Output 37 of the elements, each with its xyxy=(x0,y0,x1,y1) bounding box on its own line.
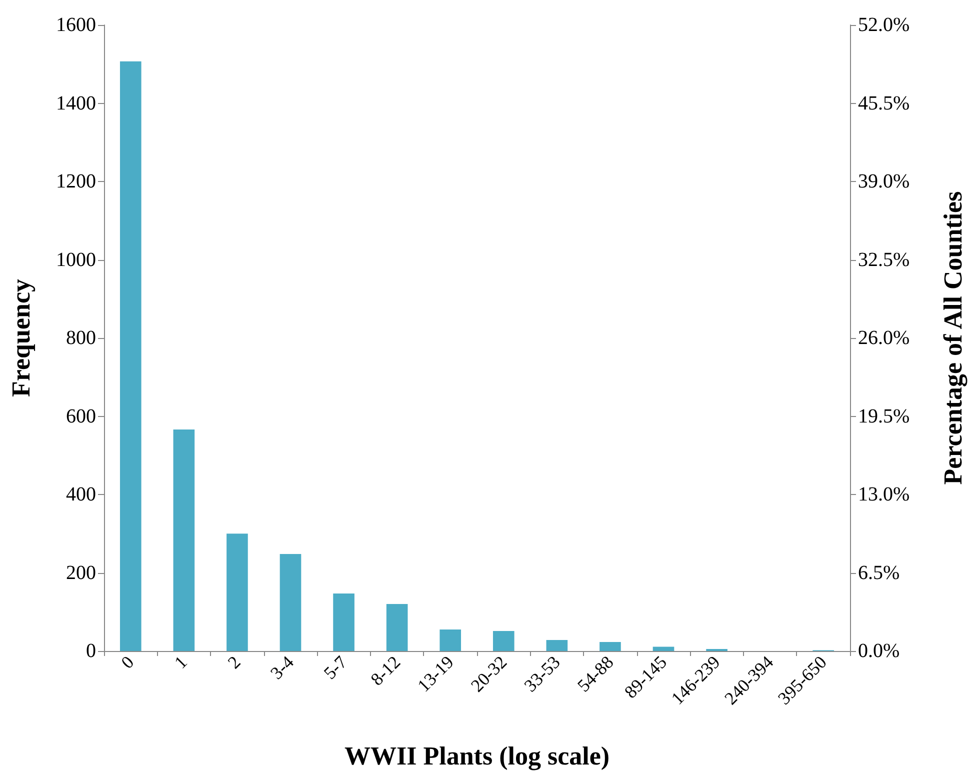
y-tick-label: 800 xyxy=(66,327,96,349)
y2-tick-label: 32.5% xyxy=(858,248,910,271)
bar xyxy=(652,646,674,651)
bar xyxy=(600,642,621,651)
y-tick-label: 400 xyxy=(66,484,96,506)
y2-tick-label: 13.0% xyxy=(858,484,910,506)
x-tick-label: 5-7 xyxy=(320,652,351,684)
y2-tick-label: 19.5% xyxy=(858,405,910,428)
y-axis-title: Frequency xyxy=(6,279,36,397)
y2-tick-label: 52.0% xyxy=(858,14,910,36)
y-tick-label: 1600 xyxy=(56,14,96,36)
x-tick-label: 1 xyxy=(170,652,191,672)
y-tick-label: 1200 xyxy=(56,170,96,192)
x-axis-title: WWII Plants (log scale) xyxy=(344,742,610,770)
bar xyxy=(280,554,302,651)
bar xyxy=(386,604,408,651)
bar xyxy=(226,534,248,651)
bar xyxy=(492,631,514,651)
x-tick-label: 2 xyxy=(224,652,244,672)
y2-tick-label: 0.0% xyxy=(858,640,900,662)
bar xyxy=(440,629,462,651)
y2-tick-label: 39.0% xyxy=(858,170,910,192)
bar xyxy=(120,61,142,651)
x-tick-label: 0 xyxy=(117,652,138,672)
bar xyxy=(173,430,195,651)
y-tick-label: 1400 xyxy=(56,92,96,114)
y2-tick-label: 6.5% xyxy=(858,562,900,584)
y-tick-label: 600 xyxy=(66,405,96,428)
bar xyxy=(546,640,568,651)
y2-axis-title: Percentage of All Counties xyxy=(938,191,968,485)
x-tick-label: 8-12 xyxy=(366,652,404,690)
bar xyxy=(333,593,354,651)
y2-tick-label: 26.0% xyxy=(858,327,910,349)
y2-tick-label: 45.5% xyxy=(858,92,910,114)
x-tick-label: 3-4 xyxy=(266,652,298,684)
y-tick-label: 200 xyxy=(66,562,96,584)
y-tick-label: 1000 xyxy=(56,248,96,271)
